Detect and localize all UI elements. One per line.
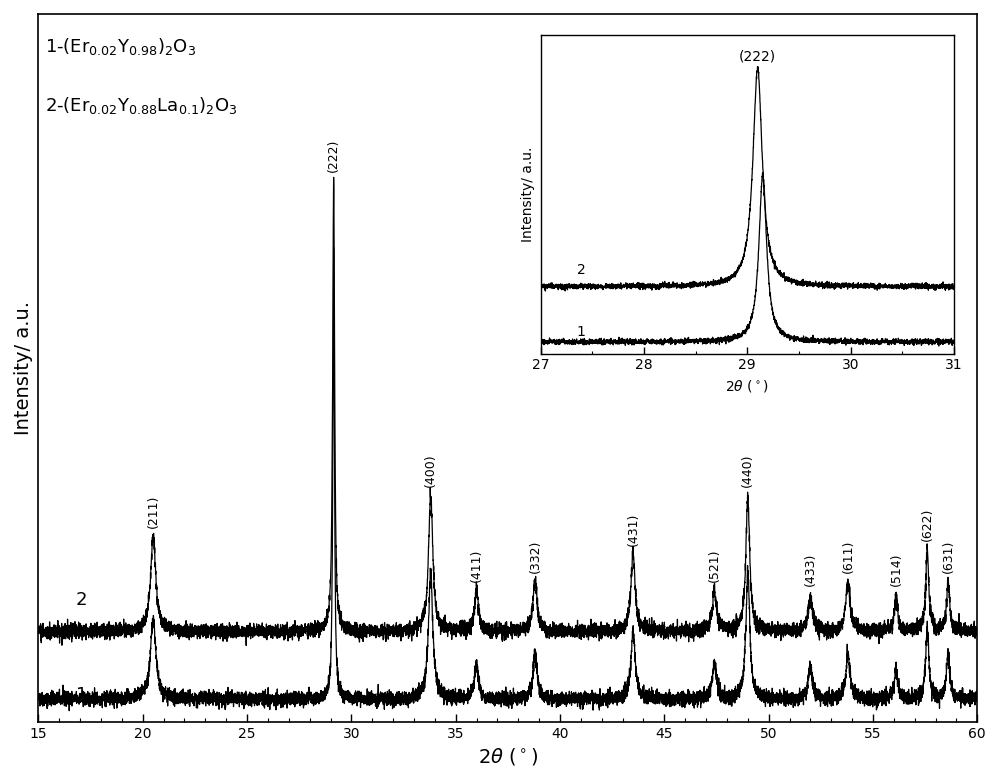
Text: 2-(Er$_{0.02}$Y$_{0.88}$La$_{0.1}$)$_2$O$_3$: 2-(Er$_{0.02}$Y$_{0.88}$La$_{0.1}$)$_2$O… <box>45 95 237 116</box>
X-axis label: $2\theta$ ($^\circ$): $2\theta$ ($^\circ$) <box>478 746 538 767</box>
Text: (332): (332) <box>528 540 541 573</box>
Text: (431): (431) <box>627 512 640 546</box>
Text: (411): (411) <box>470 548 483 582</box>
Text: 1-(Er$_{0.02}$Y$_{0.98}$)$_2$O$_3$: 1-(Er$_{0.02}$Y$_{0.98}$)$_2$O$_3$ <box>45 37 196 58</box>
Text: (622): (622) <box>921 508 934 541</box>
Text: (631): (631) <box>942 540 955 573</box>
Text: (440): (440) <box>741 454 754 487</box>
Text: (611): (611) <box>841 540 854 573</box>
Text: 2: 2 <box>76 591 87 609</box>
Text: (514): (514) <box>889 553 902 587</box>
Text: (400): (400) <box>424 454 437 487</box>
Y-axis label: Intensity/ a.u.: Intensity/ a.u. <box>14 301 33 435</box>
Text: (521): (521) <box>708 548 721 582</box>
Text: 1: 1 <box>76 686 87 704</box>
Text: (433): (433) <box>804 553 817 587</box>
Text: (211): (211) <box>147 494 160 528</box>
Text: (222): (222) <box>327 138 340 172</box>
